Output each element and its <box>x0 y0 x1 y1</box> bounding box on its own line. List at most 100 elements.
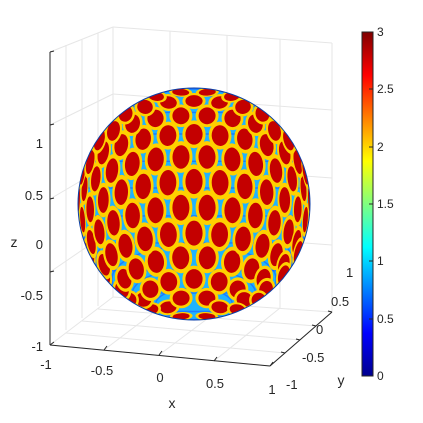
surface-blob <box>172 313 190 320</box>
x-tick-label: 1 <box>268 382 275 397</box>
surface-blob <box>211 125 229 146</box>
surface-blob <box>172 88 190 96</box>
surface-blob <box>185 124 203 145</box>
surface-blob <box>235 99 251 114</box>
surface-blob <box>135 173 151 200</box>
surface-blob <box>198 313 216 320</box>
surface-blob <box>287 166 297 192</box>
surface-blob <box>198 246 216 270</box>
surface-blob <box>224 147 241 172</box>
surface-blob <box>185 269 203 289</box>
surface-blob <box>107 121 120 141</box>
colorbar-tick-labels: 3 2.5 2 1.5 1 0.5 0 <box>377 25 394 383</box>
colorbar-tick-label: 2 <box>377 140 384 154</box>
surface-trough <box>131 267 257 313</box>
surface-blob <box>172 107 190 125</box>
surface-blob <box>198 145 216 169</box>
surface-blob <box>283 219 294 245</box>
surface-blob <box>268 210 281 236</box>
surface-blob <box>137 226 153 252</box>
tick-marks <box>49 50 333 367</box>
surface-blob <box>172 246 190 270</box>
x-tick-label: -1 <box>40 357 52 372</box>
surface-blob <box>86 196 95 223</box>
surface-blob <box>211 222 229 247</box>
surface-blob <box>159 222 177 247</box>
y-tick-labels: -1 -0.5 0 0.5 1 <box>286 265 353 392</box>
surface-blob <box>118 233 133 258</box>
z-tick-labels: 1 0.5 0 -0.5 -1 <box>21 136 43 354</box>
y-tick-label: 0.5 <box>331 294 349 309</box>
surface-blob <box>80 206 86 233</box>
surface-blob <box>114 179 129 205</box>
z-axis-label: z <box>11 234 18 250</box>
surface-blob <box>124 151 140 176</box>
surface-blob <box>255 233 270 258</box>
y-tick-label: 1 <box>346 265 353 280</box>
surface-blob <box>302 206 308 233</box>
surface-blob <box>185 220 203 246</box>
surface-blob <box>105 243 118 267</box>
surface-blob <box>147 250 165 273</box>
surface-blob <box>142 280 159 298</box>
colorbar-tick-label: 1.5 <box>377 197 394 211</box>
z-tick-label: 0.5 <box>25 188 43 203</box>
x-axis-label: x <box>169 395 176 411</box>
x-tick-label: -0.5 <box>91 363 113 378</box>
surface-blob <box>97 187 109 213</box>
sphere-surface <box>77 87 311 321</box>
surface-blob <box>159 170 177 196</box>
surface-blob <box>185 168 203 195</box>
surface-blob <box>211 170 229 196</box>
colorbar-tick-label: 2.5 <box>377 82 394 96</box>
surface-blob <box>293 196 302 223</box>
surface-blob <box>128 258 144 280</box>
z-tick-label: 1 <box>36 136 43 151</box>
z-tick-label: -0.5 <box>21 288 43 303</box>
surface-blob <box>172 145 190 169</box>
y-axis-label: y <box>338 372 345 388</box>
surface-blob <box>224 197 241 224</box>
surface-blob <box>279 187 291 213</box>
surface-blob <box>147 197 164 224</box>
x-tick-labels: -1 -0.5 0 0.5 1 <box>40 357 275 397</box>
surface-blob <box>94 219 105 245</box>
surface-blob <box>269 158 283 183</box>
surface-blob <box>259 179 274 205</box>
surface-blob <box>105 158 119 183</box>
surface-blob <box>91 166 101 192</box>
colorbar-tick-label: 0.5 <box>377 312 394 326</box>
surface-blob <box>198 194 216 221</box>
surface-blob <box>107 210 120 236</box>
surface-blob <box>223 250 241 273</box>
x-tick-label: 0 <box>156 370 163 385</box>
surface-blob <box>172 194 190 221</box>
surface-blob <box>147 147 164 172</box>
colorbar-tick-marks <box>369 31 373 377</box>
colorbar-tick-label: 0 <box>377 369 384 383</box>
surface-blob <box>248 151 264 176</box>
surface-blob <box>210 272 228 292</box>
surface-blob <box>211 301 229 314</box>
surface-blob <box>268 121 281 141</box>
surface-blob <box>125 202 140 229</box>
surface-blob <box>198 107 216 125</box>
surface-blob <box>237 173 253 200</box>
colorbar-tick-label: 1 <box>377 254 384 268</box>
y-tick-label: -1 <box>286 377 298 392</box>
surface-blob <box>198 88 216 96</box>
surface-blob <box>159 125 177 146</box>
colorbar: 3 2.5 2 1.5 1 0.5 0 <box>361 25 394 383</box>
surface-blob <box>237 128 253 150</box>
x-tick-label: 0.5 <box>206 376 224 391</box>
y-tick-label: 0 <box>316 322 323 337</box>
surface-blob <box>135 128 151 150</box>
y-tick-label: -0.5 <box>302 350 324 365</box>
surface-blob <box>248 202 263 229</box>
surface-blob <box>235 226 251 252</box>
surface-blob <box>185 95 203 107</box>
colorbar-tick-label: 3 <box>377 25 384 39</box>
surface-blob <box>137 99 153 114</box>
surface-blob <box>172 290 190 306</box>
